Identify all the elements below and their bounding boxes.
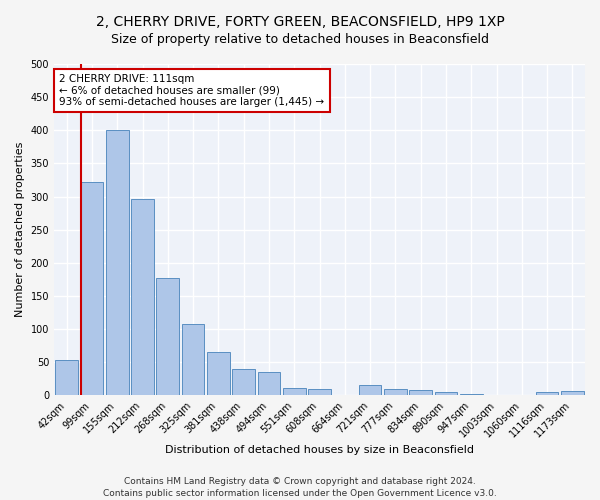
Text: Size of property relative to detached houses in Beaconsfield: Size of property relative to detached ho… bbox=[111, 32, 489, 46]
Bar bbox=[409, 390, 432, 396]
Bar bbox=[182, 324, 205, 396]
Bar bbox=[283, 388, 305, 396]
Bar bbox=[460, 394, 482, 396]
Bar bbox=[359, 386, 382, 396]
Bar bbox=[106, 130, 128, 396]
Bar bbox=[308, 389, 331, 396]
Bar bbox=[232, 369, 255, 396]
Text: Contains HM Land Registry data © Crown copyright and database right 2024.
Contai: Contains HM Land Registry data © Crown c… bbox=[103, 476, 497, 498]
Y-axis label: Number of detached properties: Number of detached properties bbox=[15, 142, 25, 318]
Bar bbox=[157, 278, 179, 396]
Bar bbox=[207, 352, 230, 396]
Bar bbox=[80, 182, 103, 396]
Bar bbox=[434, 392, 457, 396]
Bar bbox=[257, 372, 280, 396]
Bar bbox=[131, 198, 154, 396]
Bar bbox=[561, 392, 584, 396]
Text: 2, CHERRY DRIVE, FORTY GREEN, BEACONSFIELD, HP9 1XP: 2, CHERRY DRIVE, FORTY GREEN, BEACONSFIE… bbox=[95, 15, 505, 29]
X-axis label: Distribution of detached houses by size in Beaconsfield: Distribution of detached houses by size … bbox=[165, 445, 474, 455]
Text: 2 CHERRY DRIVE: 111sqm
← 6% of detached houses are smaller (99)
93% of semi-deta: 2 CHERRY DRIVE: 111sqm ← 6% of detached … bbox=[59, 74, 325, 107]
Bar bbox=[536, 392, 559, 396]
Bar bbox=[384, 389, 407, 396]
Bar bbox=[55, 360, 78, 396]
